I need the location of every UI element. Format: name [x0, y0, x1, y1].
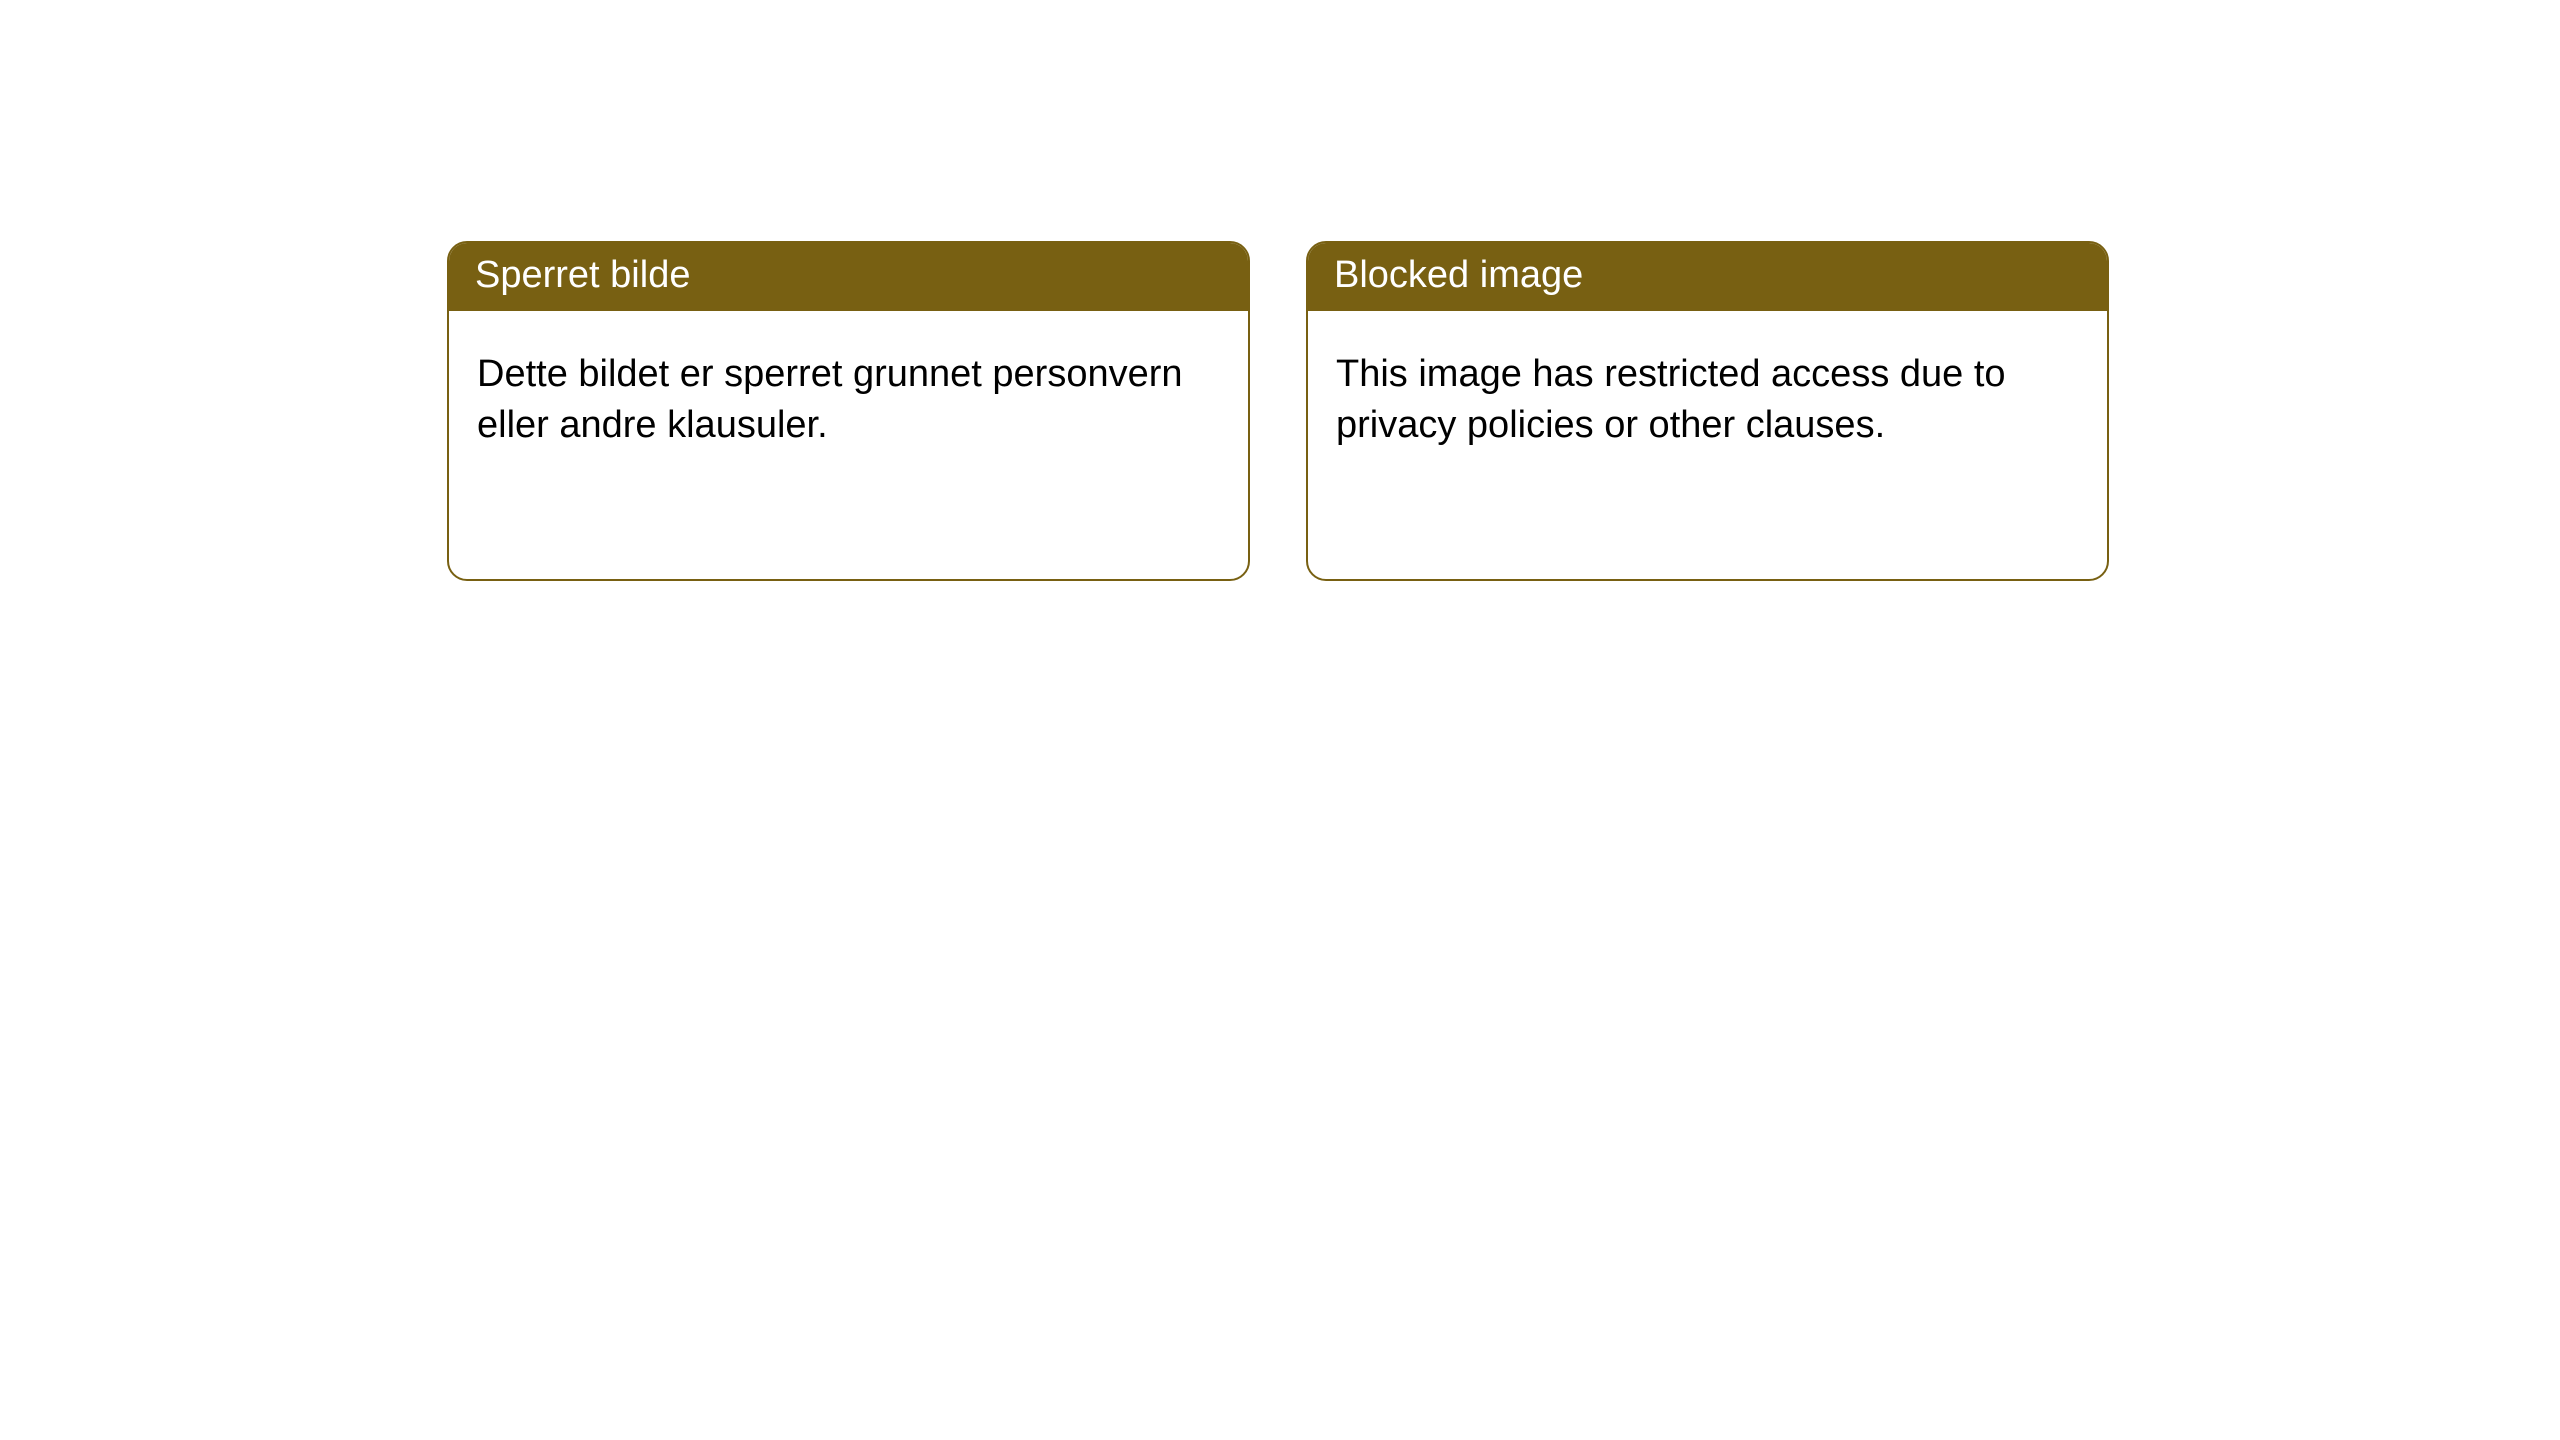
blocked-image-card-no: Sperret bilde Dette bildet er sperret gr…: [447, 241, 1250, 581]
card-header: Blocked image: [1308, 243, 2107, 311]
card-body: Dette bildet er sperret grunnet personve…: [449, 311, 1248, 579]
blocked-image-card-en: Blocked image This image has restricted …: [1306, 241, 2109, 581]
card-title: Blocked image: [1334, 254, 1583, 296]
card-header: Sperret bilde: [449, 243, 1248, 311]
card-text: Dette bildet er sperret grunnet personve…: [477, 349, 1220, 452]
card-text: This image has restricted access due to …: [1336, 349, 2079, 452]
card-title: Sperret bilde: [475, 254, 690, 296]
card-body: This image has restricted access due to …: [1308, 311, 2107, 579]
card-container: Sperret bilde Dette bildet er sperret gr…: [0, 0, 2560, 581]
